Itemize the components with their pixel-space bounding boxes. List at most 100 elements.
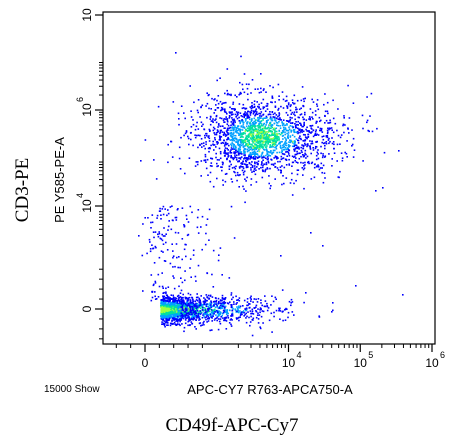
event-dot: [230, 178, 233, 180]
event-dot: [236, 117, 239, 120]
event-dot: [236, 141, 238, 143]
event-dot: [228, 115, 231, 117]
event-dot: [215, 146, 217, 148]
event-dot: [264, 125, 266, 128]
event-dot: [226, 309, 228, 311]
event-dot: [213, 98, 215, 101]
event-dot: [317, 134, 320, 136]
event-dot: [230, 113, 233, 115]
event-dot: [257, 298, 260, 300]
event-dot: [161, 316, 164, 318]
event-dot: [339, 136, 342, 139]
event-dot: [235, 149, 237, 152]
event-dot: [296, 173, 299, 176]
event-dot: [258, 168, 260, 170]
event-dot: [266, 103, 269, 105]
event-dot: [293, 150, 296, 152]
event-dot: [241, 162, 243, 165]
event-dot: [257, 119, 259, 121]
event-dot: [240, 55, 242, 58]
event-dot: [305, 292, 307, 294]
event-dot: [252, 110, 255, 112]
event-dot: [248, 156, 250, 158]
event-dot: [203, 303, 205, 306]
event-dot: [237, 132, 240, 135]
event-dot: [301, 151, 303, 154]
event-dot: [297, 120, 299, 123]
event-dot: [249, 131, 252, 134]
event-dot: [226, 152, 228, 155]
event-dot: [168, 309, 171, 311]
event-dot: [249, 114, 252, 116]
event-dot: [250, 169, 252, 171]
event-dot: [315, 145, 317, 148]
event-dot: [172, 266, 174, 268]
event-dot: [184, 312, 186, 315]
event-dot: [227, 302, 230, 305]
event-dot: [149, 248, 152, 250]
event-dot: [217, 95, 220, 97]
event-dot: [269, 138, 272, 140]
event-dot: [325, 141, 328, 143]
event-dot: [236, 154, 238, 157]
event-dot: [281, 150, 283, 153]
event-dot: [328, 137, 330, 140]
event-dot: [238, 174, 240, 177]
event-dot: [352, 102, 355, 104]
event-dot: [151, 221, 154, 224]
event-dot: [311, 111, 314, 114]
event-dot: [265, 117, 267, 119]
event-dot: [263, 155, 265, 157]
event-dot: [253, 307, 255, 309]
event-dot: [317, 157, 320, 160]
event-dot: [171, 243, 173, 245]
event-dot: [229, 112, 231, 114]
event-dot: [229, 161, 231, 163]
event-dot: [251, 126, 253, 129]
event-dot: [319, 120, 321, 123]
event-dot: [276, 134, 279, 136]
event-dot: [166, 307, 168, 309]
event-dot: [257, 308, 259, 310]
event-dot: [210, 316, 213, 318]
event-dot: [226, 120, 229, 123]
event-dot: [277, 118, 280, 120]
event-dot: [172, 250, 174, 252]
event-dot: [269, 121, 272, 124]
event-dot: [164, 303, 167, 306]
event-dot: [239, 138, 241, 141]
event-dot: [220, 142, 223, 145]
event-dot: [170, 294, 173, 296]
event-dot: [242, 310, 245, 312]
event-dot: [291, 122, 294, 124]
event-dot: [258, 103, 260, 106]
event-dot: [219, 302, 222, 304]
event-dot: [306, 137, 308, 140]
event-dot: [224, 316, 226, 319]
event-dot: [268, 175, 270, 177]
event-dot: [272, 116, 275, 118]
event-dot: [159, 207, 161, 210]
event-dot: [322, 153, 324, 155]
event-dot: [215, 152, 217, 155]
event-dot: [172, 275, 174, 277]
event-dot: [282, 131, 284, 134]
event-dot: [225, 172, 228, 175]
event-dot: [181, 258, 183, 261]
event-dot: [235, 295, 237, 298]
event-dot: [173, 317, 175, 319]
event-dot: [230, 124, 232, 127]
event-dot: [211, 320, 213, 322]
event-dot: [195, 319, 197, 321]
event-dot: [248, 303, 250, 305]
event-dot: [199, 301, 202, 303]
event-dot: [276, 151, 278, 154]
event-dot: [255, 310, 258, 313]
event-dot: [217, 315, 219, 317]
event-dot: [325, 119, 328, 122]
event-dot: [310, 125, 312, 127]
event-dot: [324, 177, 326, 179]
event-dot: [246, 159, 249, 161]
event-dot: [230, 323, 232, 326]
event-dot: [224, 135, 227, 137]
